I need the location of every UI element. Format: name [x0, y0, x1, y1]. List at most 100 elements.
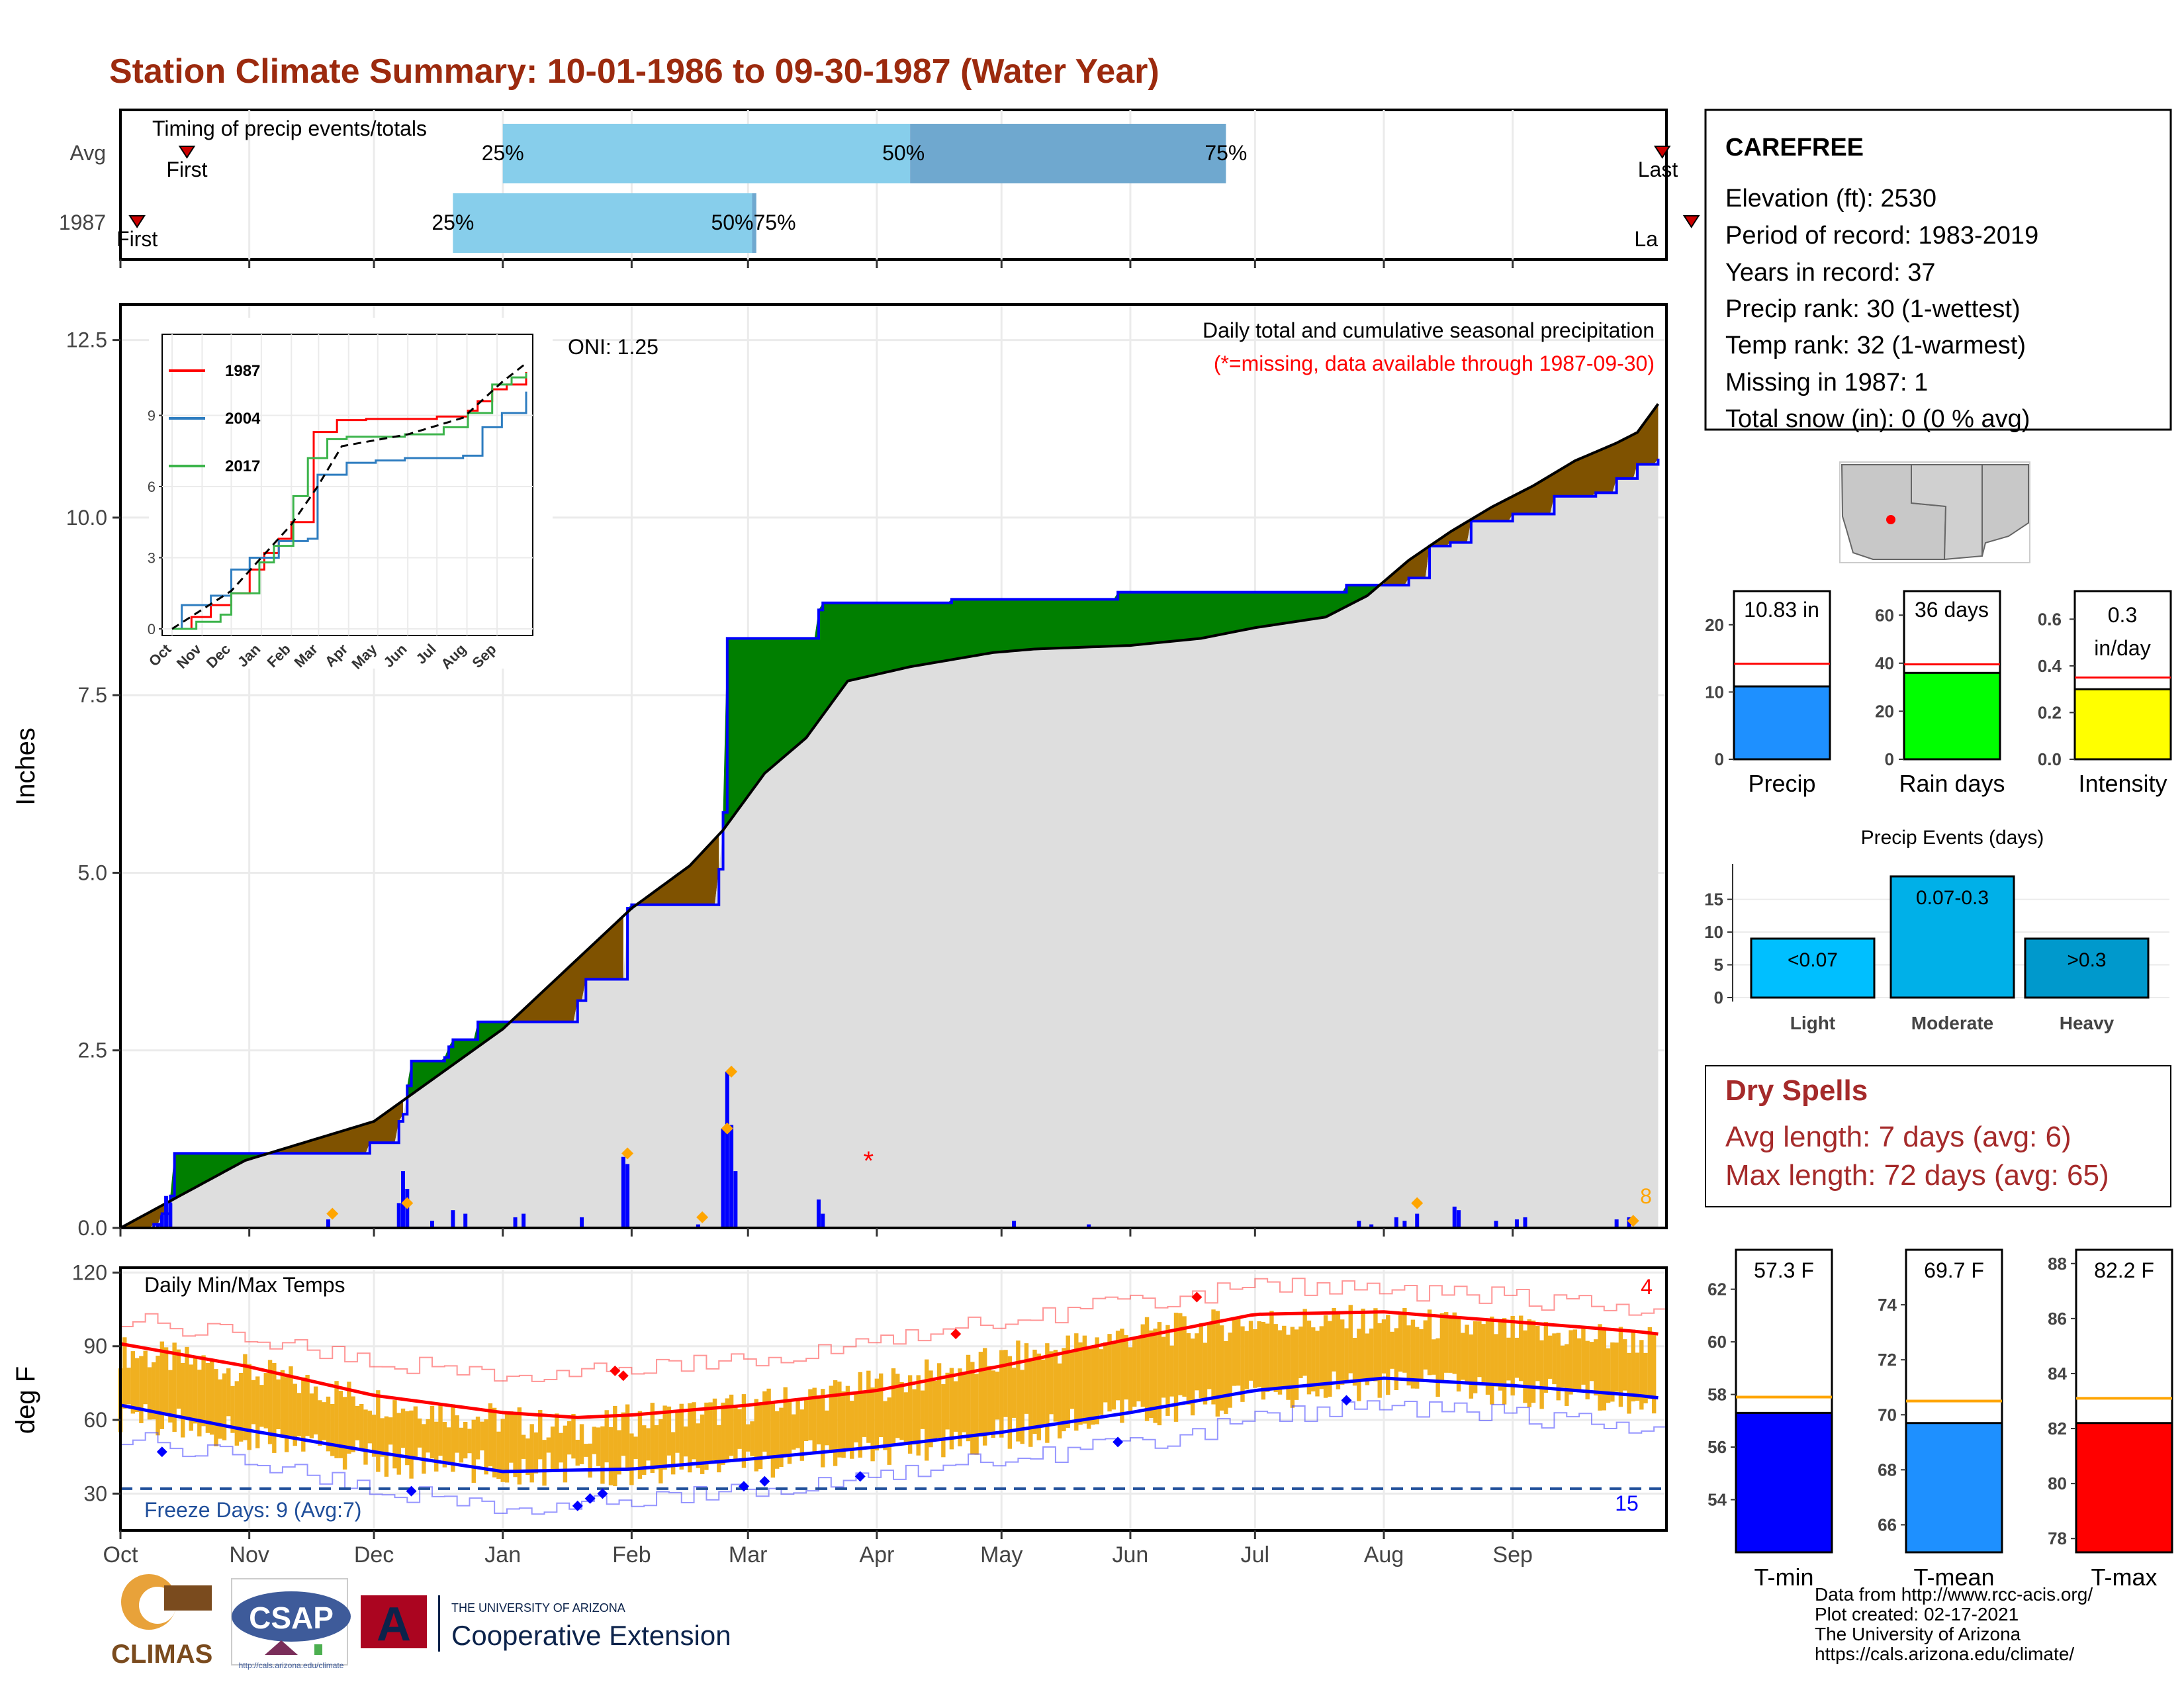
- record-marker: [406, 1485, 417, 1497]
- stats-y-tick-label: 40: [1875, 653, 1894, 673]
- temp-y-tick-label: 60: [83, 1408, 107, 1432]
- daily-temp-bar: [1502, 1318, 1507, 1405]
- inset-line-2017: [172, 373, 527, 630]
- daily-temp-bar: [1057, 1363, 1062, 1438]
- daily-precip-bar: [326, 1219, 330, 1228]
- record-marker: [610, 1365, 621, 1376]
- daily-temp-bar: [621, 1412, 626, 1456]
- daily-temp-bar: [1443, 1312, 1449, 1373]
- daily-temp-bar: [1224, 1340, 1228, 1414]
- daily-temp-bar: [779, 1407, 784, 1468]
- x-tick-label-nov: Nov: [229, 1542, 269, 1568]
- event-diamond: [621, 1147, 634, 1160]
- daily-temp-bar: [758, 1405, 763, 1470]
- daily-temp-bar: [812, 1387, 817, 1454]
- temp-stats-y-tick-label: 70: [1878, 1405, 1897, 1425]
- daily-temp-bar: [903, 1392, 909, 1442]
- daily-temp-bar: [825, 1410, 829, 1446]
- daily-precip-bar: [729, 1125, 734, 1228]
- daily-temp-bar: [463, 1421, 468, 1459]
- daily-temp-bar: [1639, 1340, 1644, 1410]
- daily-temp-bar: [533, 1432, 539, 1474]
- record-low-line: [120, 1400, 1666, 1515]
- daily-temp-bar: [1402, 1308, 1407, 1373]
- events-x-label: Light: [1790, 1013, 1835, 1033]
- csap-url: http://cals.arizona.edu/climate: [239, 1661, 344, 1670]
- station-elevation: Elevation (ft): 2530: [1725, 185, 1936, 212]
- daily-temp-bar: [405, 1411, 410, 1466]
- daily-temp-bar: [1602, 1329, 1607, 1411]
- daily-temp-bar: [1527, 1319, 1531, 1407]
- daily-temp-bar: [367, 1411, 372, 1444]
- daily-temp-bar: [255, 1376, 260, 1448]
- daily-temp-bar: [816, 1395, 821, 1444]
- daily-temp-bar: [1111, 1340, 1116, 1410]
- daily-temp-bar: [991, 1370, 995, 1438]
- cumulative-average-line: [120, 403, 1660, 1229]
- daily-temp-bar: [766, 1388, 771, 1458]
- daily-temp-bar: [1552, 1333, 1557, 1385]
- first-event-marker: [128, 215, 146, 228]
- daily-temp-bar: [1514, 1337, 1520, 1378]
- daily-temp-bar: [1091, 1347, 1095, 1425]
- daily-temp-bar: [1020, 1370, 1024, 1444]
- daily-precip-bar: [621, 1156, 625, 1228]
- daily-temp-bar: [1211, 1309, 1216, 1405]
- daily-precip-bar: [396, 1203, 401, 1228]
- daily-temp-bar: [936, 1363, 942, 1438]
- daily-temp-bar: [1049, 1351, 1054, 1415]
- rain-days-label: 36 days: [1915, 598, 1989, 622]
- y-tick-label: 0.0: [78, 1216, 107, 1240]
- daily-precip-bar: [1494, 1221, 1498, 1228]
- daily-temp-bar: [741, 1394, 747, 1468]
- temp-stats-y-tick-label: 60: [1707, 1332, 1727, 1352]
- daily-temp-bar: [313, 1386, 318, 1434]
- precip-events-chart: Precip Events (days) 0 5 10 15 <0.07 Light 0.07…: [1704, 827, 2169, 1033]
- daily-temp-bar: [966, 1354, 971, 1442]
- daily-temp-bar: [1585, 1340, 1590, 1399]
- daily-temp-bar: [163, 1347, 169, 1413]
- daily-precip-bar: [1369, 1224, 1374, 1228]
- daily-temp-bar: [471, 1419, 476, 1483]
- daily-temp-bar: [218, 1379, 222, 1439]
- y-tick-label: 10.0: [66, 506, 107, 530]
- daily-temp-bar: [1494, 1334, 1498, 1387]
- daily-temp-bar: [1277, 1330, 1283, 1395]
- daily-temp-bar: [488, 1403, 493, 1467]
- stats-label: Rain days: [1899, 770, 2005, 797]
- events-x-label: Moderate: [1911, 1013, 1993, 1033]
- daily-temp-bar: [1651, 1332, 1657, 1414]
- daily-temp-bar: [1336, 1313, 1341, 1389]
- daily-temp-bar: [783, 1387, 788, 1456]
- daily-temp-bar: [205, 1363, 210, 1433]
- daily-temp-bar: [1390, 1331, 1394, 1369]
- daily-temp-bar: [737, 1409, 742, 1449]
- daily-temp-bar: [625, 1404, 630, 1472]
- daily-temp-bar: [451, 1404, 455, 1472]
- first-label: First: [116, 227, 158, 251]
- location-map: [1839, 461, 2030, 563]
- daily-temp-bar: [1203, 1342, 1208, 1405]
- daily-temp-bar: [666, 1406, 672, 1456]
- daily-temp-bar: [845, 1385, 850, 1448]
- daily-temp-bar: [1315, 1331, 1320, 1397]
- daily-temp-bar: [1519, 1315, 1524, 1382]
- daily-temp-bar: [542, 1440, 547, 1486]
- daily-temp-bar: [384, 1416, 389, 1477]
- daily-temp-bar: [559, 1432, 563, 1463]
- daily-temp-bar: [438, 1403, 443, 1456]
- daily-temp-bar: [1144, 1317, 1150, 1421]
- station-precip-rank: Precip rank: 30 (1-wettest): [1725, 295, 2021, 323]
- daily-temp-bar: [326, 1396, 331, 1452]
- timing-bar-q50-q75: [910, 124, 1226, 183]
- daily-precip-bar: [1415, 1213, 1420, 1228]
- daily-temp-bar: [1215, 1311, 1220, 1417]
- temp-panel: 30 60 90 120 deg F Daily Min/Max Temps Free…: [11, 1260, 1668, 1532]
- temp-stats-y-tick-label: 74: [1878, 1295, 1897, 1315]
- daily-temp-bar: [1319, 1326, 1324, 1389]
- event-diamond: [326, 1207, 339, 1220]
- daily-temp-bar: [1173, 1313, 1179, 1422]
- daily-temp-bar: [1506, 1337, 1511, 1381]
- temp-stats-bar-t-min: [1735, 1411, 1833, 1554]
- daily-temp-bar: [829, 1385, 834, 1450]
